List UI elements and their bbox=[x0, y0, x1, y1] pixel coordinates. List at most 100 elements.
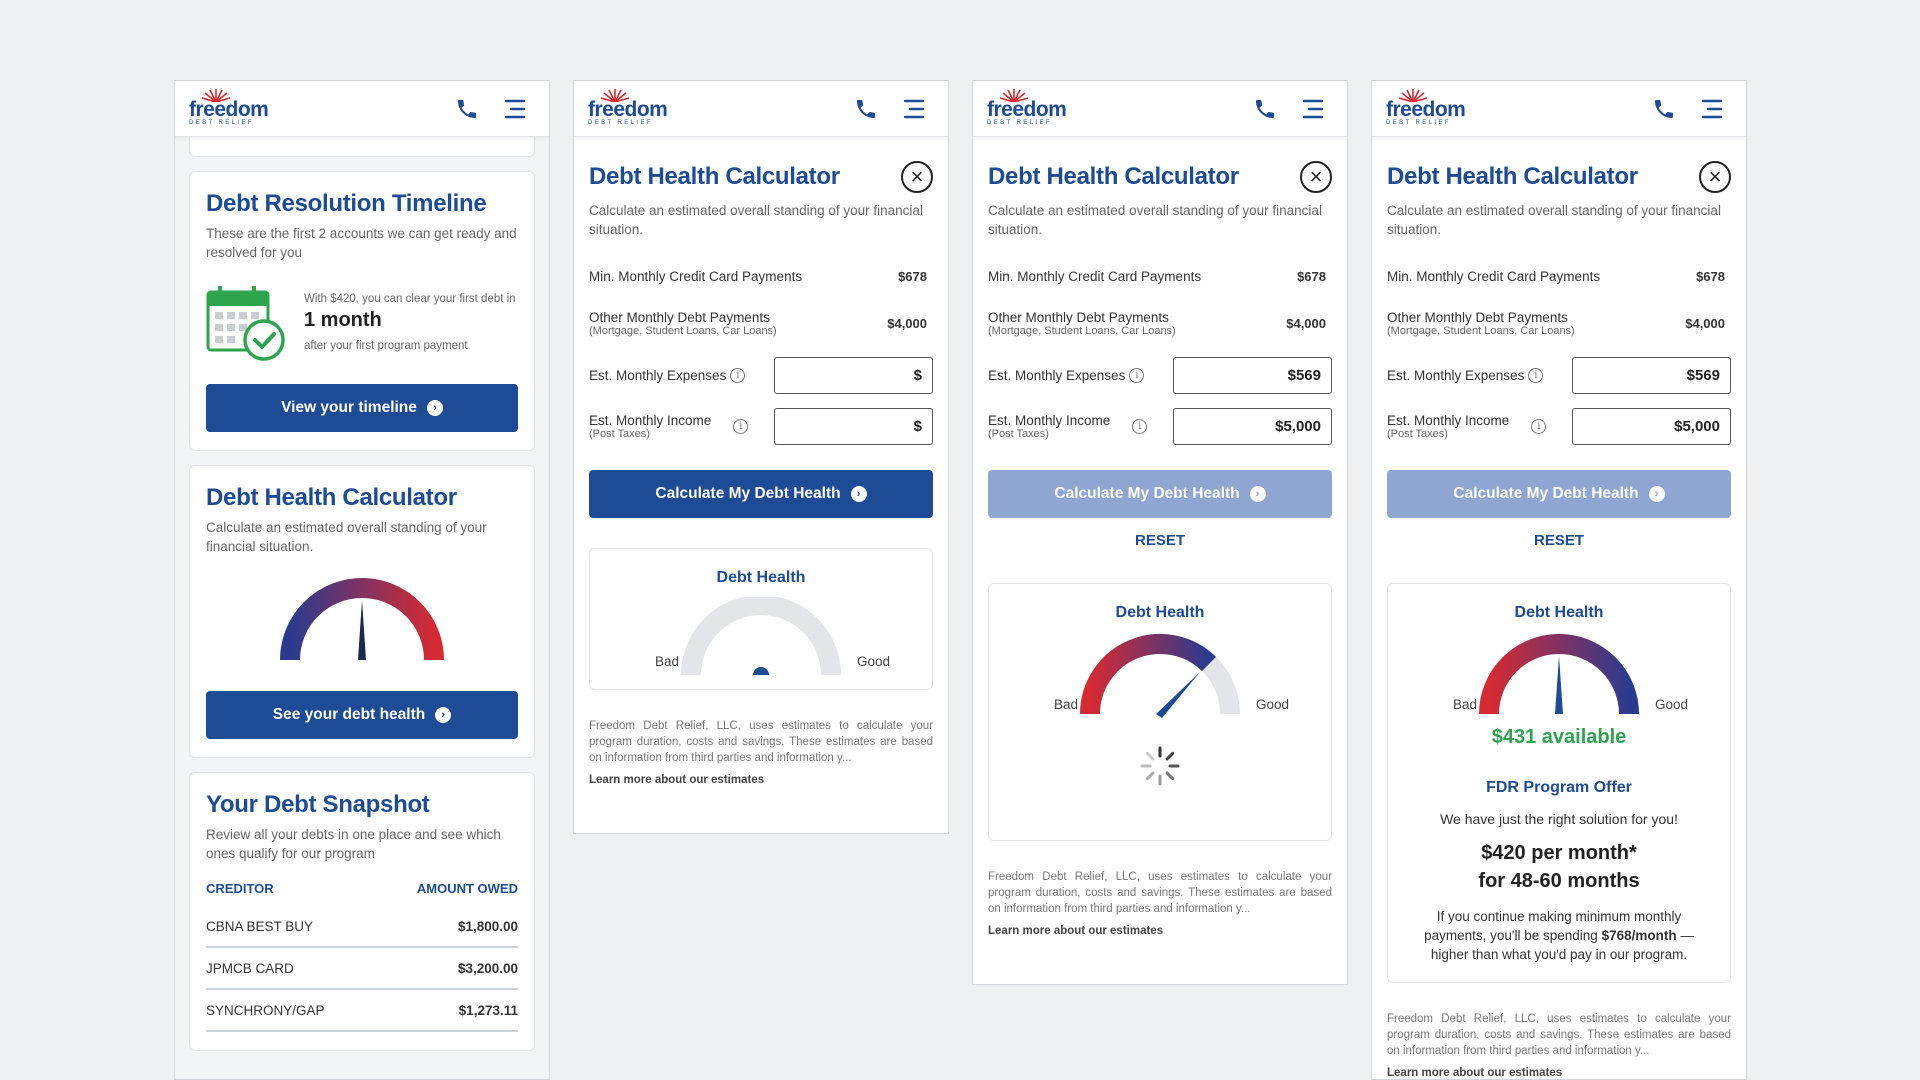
other-debt-note: (Mortgage, Student Loans, Car Loans) bbox=[589, 325, 777, 337]
arrow-right-icon: › bbox=[426, 400, 443, 416]
bad-label: Bad bbox=[655, 654, 680, 669]
info-icon[interactable]: i bbox=[733, 419, 749, 434]
menu-icon[interactable] bbox=[902, 98, 926, 120]
available-amount: $431 available bbox=[1491, 726, 1627, 748]
phone-icon[interactable] bbox=[455, 97, 479, 121]
offer-comparison-text: If you continue making minimum monthly p… bbox=[1424, 909, 1682, 943]
gauge-title: Debt Health bbox=[716, 569, 806, 586]
debt-health-gauge bbox=[280, 578, 444, 661]
phone-icon[interactable] bbox=[1652, 97, 1676, 121]
offer-comparison-tail: — higher than what you'd pay in our prog… bbox=[1430, 928, 1694, 962]
expenses-row: Est. Monthly Expenses i $ bbox=[589, 357, 933, 394]
view-timeline-button[interactable]: View your timeline › bbox=[206, 384, 518, 432]
timeline-subtitle: These are the first 2 accounts we can ge… bbox=[206, 226, 517, 260]
info-icon[interactable]: i bbox=[1132, 419, 1148, 434]
income-label: Est. Monthly Income bbox=[589, 413, 712, 428]
learn-more-link[interactable]: Learn more about our estimates bbox=[1387, 1067, 1563, 1079]
see-debt-health-button[interactable]: See your debt health › bbox=[206, 691, 518, 739]
phone-icon[interactable] bbox=[1253, 97, 1277, 121]
creditor-name: JPMCB CARD bbox=[206, 961, 294, 976]
offer-duration: for 48-60 months bbox=[1478, 870, 1640, 892]
income-label: Est. Monthly Income bbox=[1387, 413, 1510, 428]
other-debt-row: Other Monthly Debt Payments (Mortgage, St… bbox=[589, 310, 933, 337]
logo-tagline: DEBT RELIEF bbox=[987, 120, 1052, 126]
calculator-title: Debt Health Calculator bbox=[589, 163, 840, 190]
freedom-logo[interactable]: freedom DEBT RELIEF bbox=[189, 89, 269, 127]
income-input[interactable]: $5,000 bbox=[1173, 408, 1332, 445]
calculator-loading-screen: freedom DEBT RELIEF Debt Health Calculat… bbox=[972, 80, 1348, 985]
calculate-button[interactable]: Calculate My Debt Health › bbox=[988, 470, 1332, 518]
expenses-label: Est. Monthly Expenses bbox=[988, 368, 1126, 383]
offer-monthly: $420 per month* bbox=[1481, 842, 1637, 864]
min-cc-label: Min. Monthly Credit Card Payments bbox=[1387, 269, 1601, 284]
logo-wordmark: freedom bbox=[987, 98, 1067, 121]
other-debt-row: Other Monthly Debt Payments (Mortgage, St… bbox=[1387, 310, 1731, 337]
reset-button[interactable]: RESET bbox=[1134, 532, 1185, 549]
freedom-logo[interactable]: freedom DEBT RELIEF bbox=[588, 89, 668, 127]
bad-label: Bad bbox=[1453, 697, 1478, 712]
sun-logo-icon bbox=[999, 89, 1029, 102]
income-note: (Post Taxes) bbox=[988, 428, 1049, 440]
other-debt-row: Other Monthly Debt Payments (Mortgage, St… bbox=[988, 310, 1332, 337]
sun-logo-icon bbox=[201, 89, 231, 102]
calculate-button[interactable]: Calculate My Debt Health › bbox=[1387, 470, 1731, 518]
disclaimer: Freedom Debt Relief, LLC, uses estimates… bbox=[988, 871, 1332, 915]
snapshot-table-header: CREDITOR AMOUNT OWED bbox=[206, 881, 518, 906]
info-icon[interactable]: i bbox=[730, 368, 746, 383]
other-debt-label: Other Monthly Debt Payments bbox=[1387, 310, 1568, 325]
freedom-logo[interactable]: freedom DEBT RELIEF bbox=[1386, 89, 1466, 127]
other-debt-label: Other Monthly Debt Payments bbox=[988, 310, 1169, 325]
amount-column-header: AMOUNT OWED bbox=[416, 881, 518, 896]
close-icon[interactable]: × bbox=[1300, 161, 1332, 193]
debt-health-result-card: Debt Health Bad Good bbox=[589, 548, 933, 690]
income-note: (Post Taxes) bbox=[589, 428, 650, 440]
min-cc-payments-row: Min. Monthly Credit Card Payments $678 bbox=[1387, 269, 1731, 284]
info-icon[interactable]: i bbox=[1528, 368, 1544, 383]
arrow-right-icon: › bbox=[435, 707, 452, 723]
table-row[interactable]: SYNCHRONY/GAP $1,273.11 bbox=[206, 990, 518, 1032]
arrow-right-icon: › bbox=[1648, 486, 1665, 502]
menu-icon[interactable] bbox=[1301, 98, 1325, 120]
sun-logo-icon bbox=[600, 89, 630, 102]
timeline-card: Debt Resolution Timeline These are the f… bbox=[189, 171, 535, 451]
income-row: Est. Monthly Income (Post Taxes) i $5,000 bbox=[988, 408, 1332, 445]
creditor-name: SYNCHRONY/GAP bbox=[206, 1003, 325, 1018]
app-header: freedom DEBT RELIEF bbox=[973, 81, 1347, 137]
close-icon[interactable]: × bbox=[1699, 161, 1731, 193]
logo-wordmark: freedom bbox=[1386, 98, 1466, 121]
expenses-row: Est. Monthly Expenses i $569 bbox=[988, 357, 1332, 394]
min-cc-value: $678 bbox=[1297, 269, 1326, 284]
menu-icon[interactable] bbox=[503, 98, 527, 120]
expenses-label: Est. Monthly Expenses bbox=[589, 368, 727, 383]
calculator-subtitle: Calculate an estimated overall standing … bbox=[988, 203, 1322, 237]
phone-icon[interactable] bbox=[854, 97, 878, 121]
reset-button[interactable]: RESET bbox=[1533, 532, 1584, 549]
expenses-input[interactable]: $569 bbox=[1572, 357, 1731, 394]
table-row[interactable]: JPMCB CARD $3,200.00 bbox=[206, 948, 518, 990]
disclaimer: Freedom Debt Relief, LLC, uses estimates… bbox=[589, 720, 933, 764]
dashboard-screen: freedom DEBT RELIEF Debt Resolution Time… bbox=[174, 80, 550, 1080]
income-input[interactable]: $ bbox=[774, 408, 933, 445]
debt-snapshot-card: Your Debt Snapshot Review all your debts… bbox=[189, 772, 535, 1051]
calculator-title: Debt Health Calculator bbox=[1387, 163, 1638, 190]
offer-minimum-amount: $768/month bbox=[1601, 928, 1677, 943]
debt-health-result-card: Debt Health Bad Good $431 available FDR … bbox=[1387, 583, 1731, 983]
logo-wordmark: freedom bbox=[588, 98, 668, 121]
learn-more-link[interactable]: Learn more about our estimates bbox=[988, 925, 1164, 937]
debt-health-subtitle: Calculate an estimated overall standing … bbox=[206, 520, 487, 554]
info-icon[interactable]: i bbox=[1531, 419, 1547, 434]
learn-more-link[interactable]: Learn more about our estimates bbox=[589, 774, 765, 786]
expenses-input[interactable]: $569 bbox=[1173, 357, 1332, 394]
timeline-title: Debt Resolution Timeline bbox=[206, 190, 487, 217]
expenses-input[interactable]: $ bbox=[774, 357, 933, 394]
calculator-subtitle: Calculate an estimated overall standing … bbox=[1387, 203, 1721, 237]
income-input[interactable]: $5,000 bbox=[1572, 408, 1731, 445]
calculator-result-screen: freedom DEBT RELIEF Debt Health Calculat… bbox=[1371, 80, 1747, 1080]
table-row[interactable]: CBNA BEST BUY $1,800.00 bbox=[206, 906, 518, 948]
info-icon[interactable]: i bbox=[1129, 368, 1145, 383]
timeline-post-text: after your first program payment bbox=[304, 339, 468, 352]
freedom-logo[interactable]: freedom DEBT RELIEF bbox=[987, 89, 1067, 127]
calculate-button[interactable]: Calculate My Debt Health › bbox=[589, 470, 933, 518]
close-icon[interactable]: × bbox=[901, 161, 933, 193]
menu-icon[interactable] bbox=[1700, 98, 1724, 120]
